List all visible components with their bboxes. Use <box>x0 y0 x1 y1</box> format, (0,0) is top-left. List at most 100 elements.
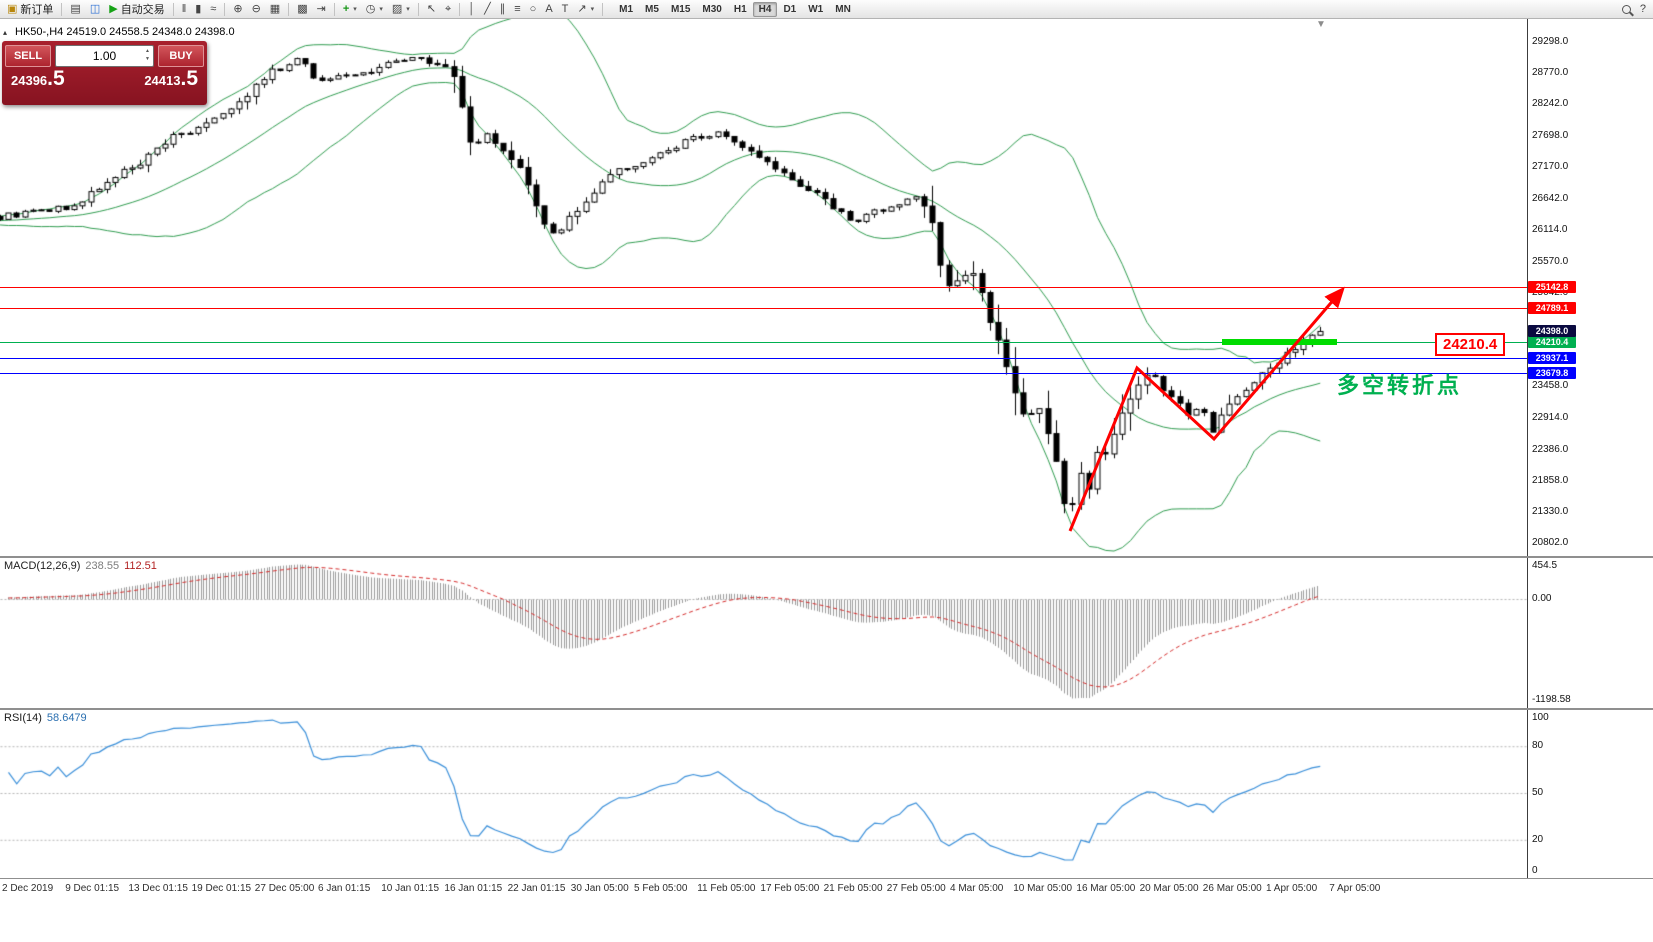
price-tick: 27698.0 <box>1532 130 1569 142</box>
new-order-icon: ▣ <box>7 2 18 15</box>
cursor-button[interactable]: ↖ <box>423 1 440 18</box>
new-order-button[interactable]: ▣ 新订单 <box>3 1 57 18</box>
text-icon: A <box>545 2 553 15</box>
timeframe-d1[interactable]: D1 <box>783 3 797 15</box>
time-axis[interactable]: 2 Dec 2019 9 Dec 01:15 13 Dec 01:15 19 Dec … <box>0 878 1653 900</box>
channel-button[interactable]: ∥ <box>496 1 510 18</box>
volume-down-icon[interactable]: ▼ <box>145 55 150 62</box>
toolbar-separator <box>288 2 290 16</box>
chevron-down-icon: ▾ <box>406 6 410 13</box>
main-toolbar: ▣ 新订单 ▤ ◫ ▶ 自动交易 ‖ ▮ ≈ ⊕ ⊖ ▦ ▩ ⇥ + ▾ ◷ ▾ ▨ ▾ ↖ ⌖ │ ╱ ∥ ≡ ○ A T ↗ ▾ M1 M5… <box>0 0 1653 19</box>
macd-panel[interactable]: MACD(12,26,9) 238.55 112.51 <box>0 558 1527 708</box>
price-tick: 21330.0 <box>1532 505 1569 517</box>
timeframe-m1[interactable]: M1 <box>619 3 634 15</box>
price-tick: 27170.0 <box>1532 161 1569 173</box>
volume-up-icon[interactable]: ▲ <box>145 48 150 54</box>
text-label-button[interactable]: T <box>558 1 573 18</box>
help-button[interactable]: ? <box>1636 1 1650 18</box>
price-tick: 25570.0 <box>1532 255 1569 267</box>
resistance-line-upper[interactable] <box>0 287 1527 289</box>
vertical-line-button[interactable]: │ <box>464 1 479 18</box>
crosshair-button[interactable]: ⌖ <box>441 1 455 18</box>
macd-axis-label: 454.5 <box>1532 560 1558 571</box>
time-axis-label: 7 Apr 05:00 <box>1329 883 1381 894</box>
timeframe-m15[interactable]: M15 <box>670 3 691 15</box>
auto-arrange-button[interactable]: ▩ <box>293 1 311 18</box>
trendline-button[interactable]: ╱ <box>480 1 495 18</box>
turning-point-note[interactable]: 多空转折点 <box>1337 373 1463 398</box>
panel-splitter-macd[interactable] <box>0 556 1653 558</box>
support-line-upper[interactable] <box>0 358 1527 360</box>
support-line-lower-label: 23679.8 <box>1528 367 1576 380</box>
candlestick-chart-button[interactable]: ▮ <box>191 1 205 18</box>
line-chart-button[interactable]: ≈ <box>206 1 220 18</box>
arrows-button[interactable]: ↗ ▾ <box>573 1 598 18</box>
time-axis-label: 22 Jan 01:15 <box>507 883 566 894</box>
templates-button[interactable]: ▨ ▾ <box>388 1 414 18</box>
rsi-panel[interactable]: RSI(14) 58.6479 <box>0 710 1527 878</box>
support-line-lower[interactable] <box>0 373 1527 375</box>
sell-button[interactable]: SELL <box>5 45 51 67</box>
panel-splitter-rsi[interactable] <box>0 708 1653 710</box>
tile-windows-icon: ▦ <box>269 2 281 15</box>
shapes-button[interactable]: ○ <box>526 1 541 18</box>
price-callout-box[interactable]: 24210.4 <box>1435 333 1506 356</box>
timeframe-m5[interactable]: M5 <box>645 3 659 15</box>
zoom-in-button[interactable]: ⊕ <box>229 1 246 18</box>
candlestick-chart-icon: ▮ <box>195 2 202 15</box>
time-axis-label: 10 Jan 01:15 <box>381 883 440 894</box>
time-axis-label: 13 Dec 01:15 <box>128 883 188 894</box>
timeframe-h1[interactable]: H1 <box>733 3 747 15</box>
pivot-line[interactable] <box>0 342 1527 343</box>
bar-chart-button[interactable]: ‖ <box>178 1 191 18</box>
rsi-canvas[interactable] <box>0 710 1527 878</box>
zoom-in-icon: ⊕ <box>233 2 243 15</box>
profiles-icon: ◫ <box>89 2 101 15</box>
resistance-line-lower-label: 24789.1 <box>1528 301 1576 314</box>
toolbar-separator <box>224 2 226 16</box>
autotrading-button-label: 自动交易 <box>120 4 165 16</box>
time-axis-label: 6 Jan 01:15 <box>318 883 371 894</box>
time-axis-label: 11 Feb 05:00 <box>697 883 756 894</box>
time-axis-label: 27 Dec 05:00 <box>254 883 315 894</box>
channel-icon: ∥ <box>499 2 506 15</box>
tile-windows-button[interactable]: ▦ <box>266 1 284 18</box>
search-button[interactable] <box>1618 1 1635 18</box>
macd-canvas[interactable] <box>0 558 1527 708</box>
line-chart-icon: ≈ <box>210 2 217 15</box>
text-button[interactable]: A <box>541 1 556 18</box>
rsi-axis-label: 80 <box>1532 740 1544 752</box>
zoom-out-button[interactable]: ⊖ <box>248 1 265 18</box>
bid-price-big: .5 <box>47 67 65 90</box>
timeframe-m30[interactable]: M30 <box>702 3 722 15</box>
time-axis-label: 1 Apr 05:00 <box>1266 883 1318 894</box>
time-axis-label: 30 Jan 05:00 <box>570 883 629 894</box>
timeframe-w1[interactable]: W1 <box>808 3 824 15</box>
time-axis-label: 21 Feb 05:00 <box>823 883 883 894</box>
symbol-info: HK50-,H4 24519.0 24558.5 24348.0 24398.0 <box>15 26 235 38</box>
macd-main-value: 238.55 <box>85 560 120 572</box>
chart-window-button[interactable]: ▤ <box>66 1 84 18</box>
volume-input[interactable]: 1.00 ▲ ▼ <box>55 45 154 67</box>
one-click-collapse-icon[interactable]: ▴ <box>3 28 8 37</box>
volume-spinner[interactable]: ▲ ▼ <box>145 48 150 63</box>
price-chart-panel[interactable]: ▴ HK50-,H4 24519.0 24558.5 24348.0 24398… <box>0 19 1527 556</box>
buy-button[interactable]: BUY <box>158 45 204 67</box>
fibonacci-button[interactable]: ≡ <box>510 1 524 18</box>
timeframe-h4[interactable]: H4 <box>752 1 778 17</box>
autotrading-button[interactable]: ▶ 自动交易 <box>105 1 168 18</box>
resistance-line-lower[interactable] <box>0 307 1527 309</box>
profiles-button[interactable]: ◫ <box>86 1 104 18</box>
chart-shift-button[interactable]: ⇥ <box>313 1 330 18</box>
rsi-axis-label: 20 <box>1532 833 1544 845</box>
price-tick: 29298.0 <box>1532 36 1569 47</box>
indicators-button[interactable]: + ▾ <box>339 1 361 18</box>
price-tick: 28242.0 <box>1532 98 1569 110</box>
time-axis-label: 16 Mar 05:00 <box>1076 883 1136 894</box>
periods-button[interactable]: ◷ ▾ <box>362 1 387 18</box>
toolbar-separator <box>172 2 174 16</box>
support-highlight-line[interactable] <box>1222 339 1337 345</box>
macd-axis: 454.5 0.00 -1198.58 <box>1527 558 1653 708</box>
resistance-line-upper-label: 25142.8 <box>1528 281 1576 294</box>
timeframe-mn[interactable]: MN <box>835 3 851 15</box>
